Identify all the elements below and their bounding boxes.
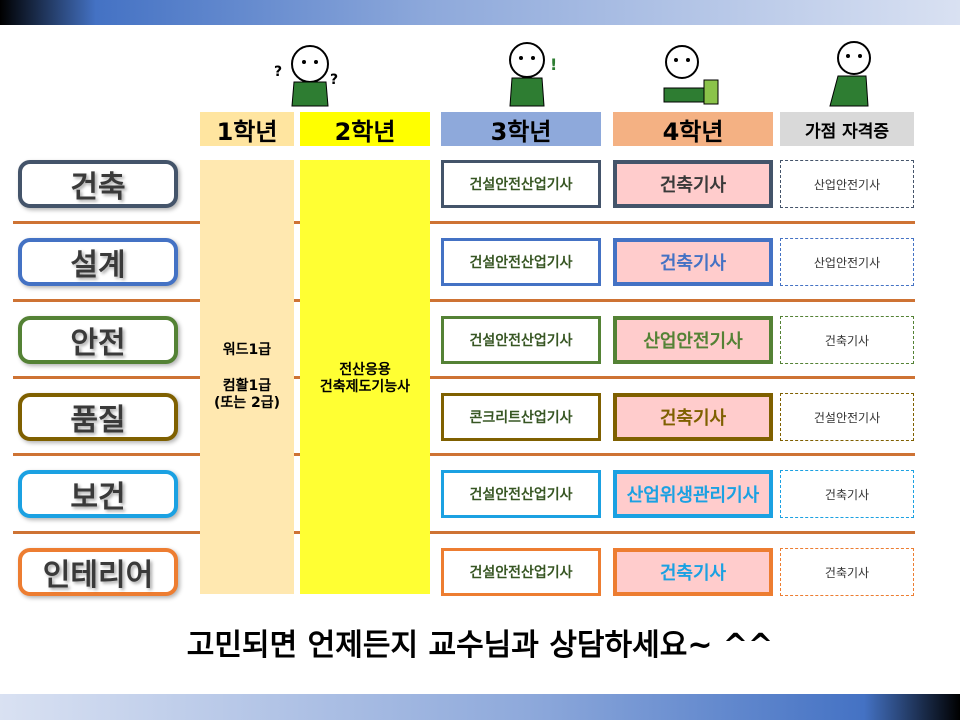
header-year3: 3학년 bbox=[441, 112, 601, 146]
track-label: 품질 bbox=[18, 393, 178, 441]
year4-cert: 산업안전기사 bbox=[613, 316, 773, 364]
header-year1: 1학년 bbox=[200, 112, 294, 146]
track-label: 안전 bbox=[18, 316, 178, 364]
year1-cert-computer-note: (또는 2급) bbox=[213, 395, 281, 411]
bonus-cert: 산업안전기사 bbox=[780, 160, 914, 208]
year1-cert-computer: 컴활1급 bbox=[222, 378, 272, 394]
year4-cert: 건축기사 bbox=[613, 160, 773, 208]
tiger-laptop-icon bbox=[663, 45, 719, 105]
svg-text:?: ? bbox=[274, 64, 282, 80]
year2-cert-line2: 건축제도기능사 bbox=[319, 379, 411, 395]
bonus-cert: 산업안전기사 bbox=[780, 238, 914, 286]
year2-cert-line1: 전산응용 bbox=[339, 362, 391, 378]
year4-cert: 산업위생관리기사 bbox=[613, 470, 773, 518]
year3-cert: 건설안전산업기사 bbox=[441, 160, 601, 208]
track-label: 설계 bbox=[18, 238, 178, 286]
row-divider bbox=[13, 453, 915, 456]
year4-cert: 건축기사 bbox=[613, 548, 773, 596]
tiger-thumbsup-icon bbox=[829, 41, 871, 107]
track-label: 건축 bbox=[18, 160, 178, 208]
row-divider bbox=[13, 376, 915, 379]
svg-text:?: ? bbox=[330, 72, 338, 88]
row-divider bbox=[13, 531, 915, 534]
row-divider bbox=[13, 299, 915, 302]
year3-cert: 건설안전산업기사 bbox=[441, 238, 601, 286]
track-label: 인테리어 bbox=[18, 548, 178, 596]
year1-cert-word: 워드1급 bbox=[222, 342, 272, 358]
track-label: 보건 bbox=[18, 470, 178, 518]
year3-cert: 건설안전산업기사 bbox=[441, 316, 601, 364]
svg-text:!: ! bbox=[550, 55, 557, 74]
tiger-surprised-icon: ! bbox=[509, 42, 557, 107]
tiger-thinking-icon: ?? bbox=[274, 45, 338, 107]
year3-cert: 건설안전산업기사 bbox=[441, 548, 601, 596]
footer-message: 고민되면 언제든지 교수님과 상담하세요~ ^^ bbox=[186, 628, 774, 663]
year4-cert: 건축기사 bbox=[613, 238, 773, 286]
header-year4: 4학년 bbox=[613, 112, 773, 146]
bonus-cert: 건축기사 bbox=[780, 316, 914, 364]
year4-cert: 건축기사 bbox=[613, 393, 773, 441]
top-gradient-bar bbox=[0, 0, 960, 25]
header-year2: 2학년 bbox=[300, 112, 430, 146]
bonus-cert: 건설안전기사 bbox=[780, 393, 914, 441]
year1-column bbox=[200, 160, 294, 594]
bottom-gradient-bar bbox=[0, 694, 960, 720]
bonus-cert: 건축기사 bbox=[780, 470, 914, 518]
bonus-cert: 건축기사 bbox=[780, 548, 914, 596]
row-divider bbox=[13, 221, 915, 224]
year3-cert: 건설안전산업기사 bbox=[441, 470, 601, 518]
year3-cert: 콘크리트산업기사 bbox=[441, 393, 601, 441]
header-bonus-certificate: 가점 자격증 bbox=[780, 112, 914, 146]
year2-column bbox=[300, 160, 430, 594]
